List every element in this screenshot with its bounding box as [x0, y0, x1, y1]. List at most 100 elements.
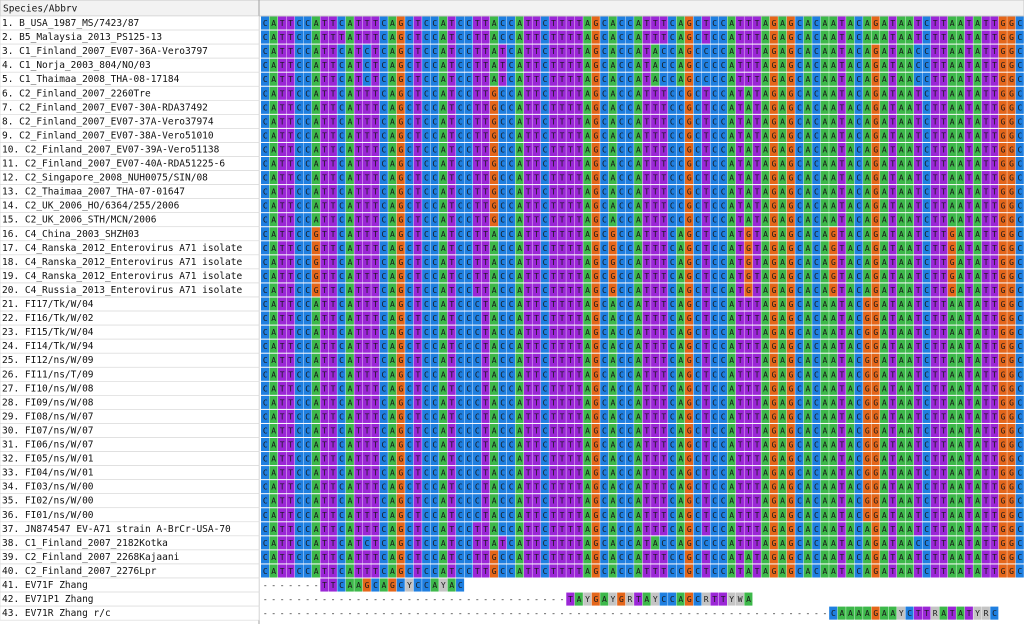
base-cell [693, 72, 702, 86]
base-cell [422, 72, 431, 86]
base-letter: T [331, 160, 336, 169]
base-cell [981, 255, 990, 269]
base-cell [744, 227, 753, 241]
base-letter: A [848, 356, 853, 365]
base-cell [540, 86, 549, 100]
row-label: 9. C2_Finland_2007_EV07-38A-Vero51010 [2, 130, 214, 141]
base-letter: C [407, 258, 412, 267]
base-cell [642, 142, 651, 156]
base-letter: T [890, 103, 895, 112]
base-cell [846, 157, 855, 171]
base-letter: T [661, 131, 666, 140]
base-cell [913, 86, 923, 100]
base-letter: C [721, 117, 726, 126]
base-letter: A [492, 314, 497, 323]
base-cell [990, 100, 999, 114]
base-cell [812, 58, 821, 72]
row-label: 13. C2_Thaimaa_2007_THA-07-01647 [2, 187, 185, 198]
base-cell [439, 86, 448, 100]
base-letter: C [721, 89, 726, 98]
base-cell [617, 86, 626, 100]
base-letter: T [415, 258, 420, 267]
base-letter: T [933, 33, 938, 42]
base-letter: C [475, 384, 480, 393]
base-letter: T [365, 145, 370, 154]
base-letter: A [746, 117, 751, 126]
base-letter: T [890, 272, 895, 281]
base-letter: T [551, 33, 556, 42]
base-letter: T [356, 202, 361, 211]
base-letter: G [789, 230, 794, 239]
base-letter: C [500, 286, 505, 295]
base-letter: C [466, 117, 471, 126]
base-letter: T [916, 314, 921, 323]
base-letter: T [653, 272, 658, 281]
base-cell [973, 241, 982, 255]
base-letter: A [441, 384, 446, 393]
base-letter: G [772, 328, 777, 337]
base-cell [803, 255, 812, 269]
base-cell [473, 227, 482, 241]
base-letter: T [280, 19, 285, 28]
base-letter: G [492, 160, 497, 169]
base-letter: T [746, 384, 751, 393]
base-cell [422, 227, 431, 241]
base-cell [574, 100, 583, 114]
base-letter: G [399, 216, 404, 225]
base-cell [727, 114, 736, 128]
base-cell [676, 213, 685, 227]
base-cell [786, 185, 795, 199]
base-letter: A [390, 328, 395, 337]
base-letter: C [263, 258, 268, 267]
base-cell [294, 72, 303, 86]
base-letter: T [916, 300, 921, 309]
base-cell [557, 86, 566, 100]
base-letter: G [1001, 160, 1006, 169]
base-cell [515, 72, 524, 86]
base-letter: A [441, 202, 446, 211]
base-letter: C [339, 174, 344, 183]
base-cell [820, 185, 829, 199]
base-letter: C [458, 356, 463, 365]
base-letter: C [382, 258, 387, 267]
base-letter: T [415, 33, 420, 42]
base-cell [803, 199, 812, 213]
base-cell [642, 269, 651, 283]
base-cell [651, 185, 660, 199]
base-letter: G [1001, 33, 1006, 42]
base-letter: T [356, 174, 361, 183]
base-letter: C [339, 272, 344, 281]
base-letter: A [975, 356, 980, 365]
base-cell [439, 241, 448, 255]
base-letter: T [373, 89, 378, 98]
base-cell [294, 241, 303, 255]
base-letter: T [322, 370, 327, 379]
base-letter: C [695, 19, 700, 28]
base-letter: T [526, 33, 531, 42]
base-cell [447, 30, 456, 44]
base-cell [600, 30, 609, 44]
base-cell [540, 269, 549, 283]
base-letter: G [772, 286, 777, 295]
base-letter: T [992, 47, 997, 56]
base-cell [718, 44, 727, 58]
base-letter: A [823, 328, 828, 337]
base-cell [990, 86, 999, 100]
base-letter: C [924, 300, 929, 309]
base-letter: C [721, 314, 726, 323]
base-letter: C [305, 370, 310, 379]
base-letter: C [424, 370, 429, 379]
base-letter: T [483, 300, 488, 309]
base-letter: A [831, 174, 836, 183]
base-cell [668, 30, 677, 44]
base-cell [998, 142, 1007, 156]
base-letter: A [348, 314, 353, 323]
base-letter: A [899, 75, 904, 84]
base-cell [769, 227, 778, 241]
base-cell [379, 86, 388, 100]
base-cell [430, 255, 439, 269]
base-cell [422, 241, 431, 255]
base-letter: T [738, 61, 743, 70]
base-letter: T [280, 342, 285, 351]
base-letter: T [415, 75, 420, 84]
